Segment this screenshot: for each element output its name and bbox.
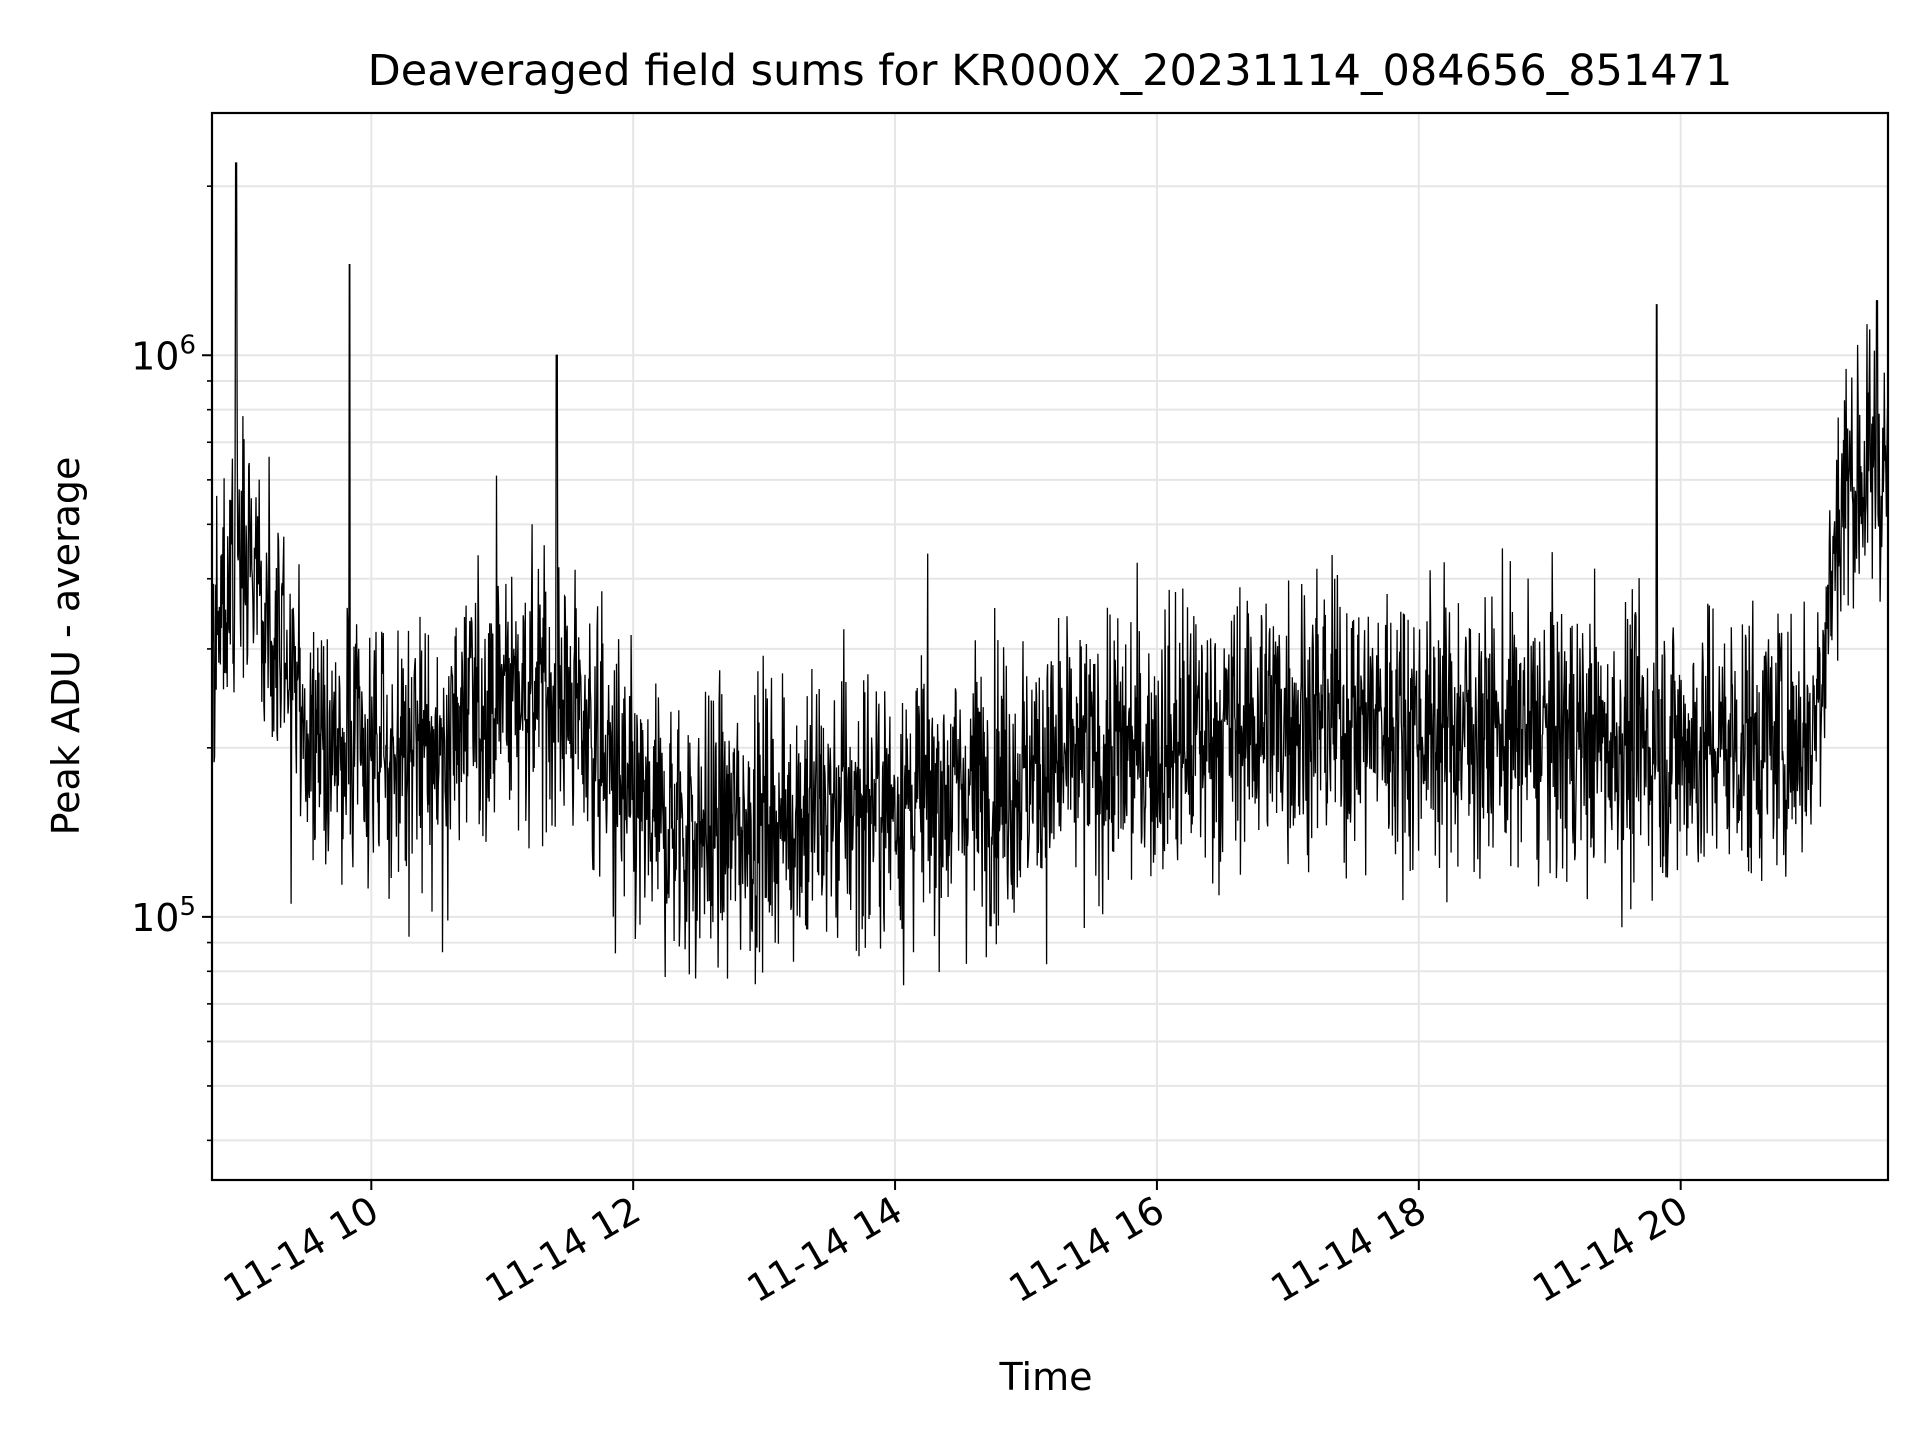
- y-tick-label: 105: [131, 892, 196, 940]
- x-tick-label: 11-14 10: [216, 1188, 386, 1312]
- x-tick-label: 11-14 16: [1001, 1188, 1171, 1312]
- plot-frame: [210, 111, 1890, 1182]
- grid-layer: [212, 113, 1888, 1180]
- x-tick-label: 11-14 14: [740, 1188, 910, 1312]
- y-tick-label: 106: [131, 330, 196, 378]
- chart-title: Deaveraged field sums for KR000X_2023111…: [368, 46, 1733, 96]
- series-line: [211, 162, 1889, 986]
- series-layer: [211, 162, 1889, 986]
- x-tick-label: 11-14 18: [1263, 1188, 1433, 1312]
- y-axis-label: Peak ADU - average: [44, 457, 88, 836]
- x-axis-label: Time: [999, 1355, 1093, 1399]
- x-tick-label: 11-14 20: [1525, 1188, 1695, 1312]
- x-tick-label: 11-14 12: [478, 1188, 648, 1312]
